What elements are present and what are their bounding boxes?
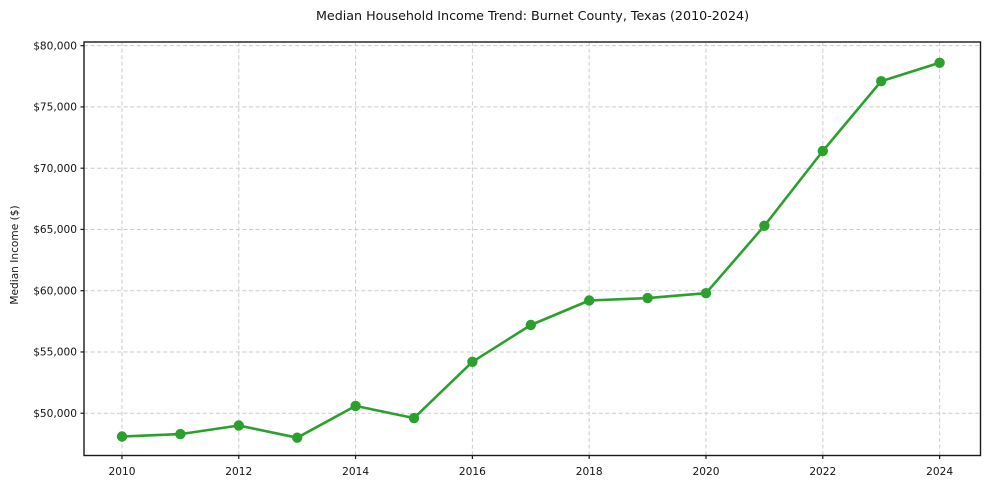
chart-title: Median Household Income Trend: Burnet Co…	[315, 8, 750, 23]
y-tick-label: $75,000	[33, 102, 77, 114]
x-tick-label: 2024	[926, 466, 953, 478]
data-point-2015	[408, 412, 420, 424]
x-tick-label: 2012	[225, 466, 252, 478]
y-tick-label: $65,000	[33, 224, 77, 236]
x-tick-label: 2018	[576, 466, 603, 478]
y-tick-label: $50,000	[33, 408, 77, 420]
data-point-2010	[116, 431, 128, 442]
plot-background	[84, 42, 981, 456]
data-point-2022	[817, 145, 828, 157]
data-point-2023	[876, 76, 887, 87]
y-tick-label: $70,000	[33, 163, 77, 175]
data-point-2011	[175, 428, 186, 440]
data-point-2020	[700, 288, 712, 299]
data-point-2013	[292, 432, 303, 443]
data-point-2012	[233, 420, 244, 431]
data-point-2014	[350, 400, 361, 412]
y-tick-label: $80,000	[33, 40, 77, 52]
data-point-2017	[525, 319, 536, 331]
axes-frame	[83, 41, 982, 457]
data-point-2021	[759, 220, 770, 231]
x-tick-label: 2016	[459, 466, 486, 478]
data-point-2024	[934, 57, 945, 68]
x-tick-label: 2020	[693, 466, 720, 478]
data-point-2019	[642, 292, 653, 304]
data-point-2018	[584, 295, 595, 306]
y-tick-label: $60,000	[33, 285, 77, 297]
data-point-2016	[467, 356, 478, 367]
x-tick-label: 2022	[809, 466, 836, 478]
y-tick-label: $55,000	[33, 347, 77, 359]
x-tick-label: 2010	[108, 466, 135, 478]
x-tick-label: 2014	[342, 466, 369, 478]
